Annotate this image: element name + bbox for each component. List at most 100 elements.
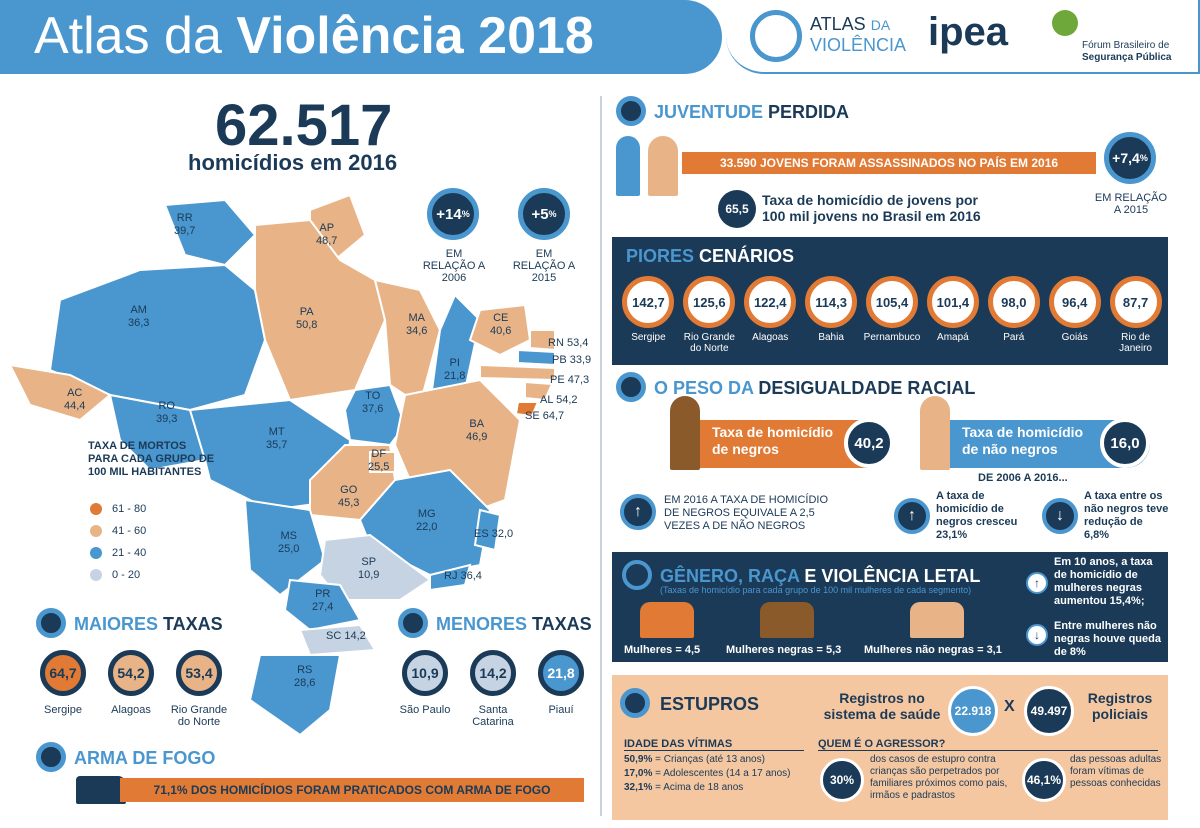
legend-item: 0 - 20 [90, 564, 146, 586]
maiores-label: Sergipe [44, 704, 82, 716]
piores-item: 96,4 Goiás [1044, 276, 1105, 354]
state-label-mt: MT 35,7 [266, 426, 288, 451]
state-label-rr: RR 39,7 [174, 212, 196, 237]
state-label-al: AL 54,2 [540, 394, 578, 406]
women-icon [640, 602, 694, 638]
menores-label: Santa Catarina [472, 704, 514, 728]
nao-negros-label: Taxa de homicídio de não negros [962, 424, 1084, 457]
region-df [369, 451, 396, 473]
maiores-label: Rio Grande do Norte [170, 704, 228, 728]
saude-label: Registros no sistema de saúde [823, 690, 941, 722]
state-label-pb: PB 33,9 [552, 354, 592, 366]
region-ro [108, 393, 207, 472]
brazil-map [10, 193, 556, 737]
juventude-growth-label: EM RELAÇÃO A 2015 [1094, 192, 1168, 216]
menores-bullet-icon [398, 608, 428, 638]
region-ce [468, 303, 532, 357]
state-label-go: GO 45,3 [338, 484, 360, 509]
maiores-bullet-icon [36, 608, 66, 638]
young-man-icon [616, 136, 640, 196]
growth-2006-badge: +14% [427, 188, 479, 240]
region-ms [243, 498, 327, 597]
region-rj [429, 563, 472, 592]
non-black-person-icon [920, 396, 950, 470]
atlas-logo: ATLAS DA VIOLÊNCIA [810, 14, 907, 55]
juventude-rate-badge: 65,5 [718, 190, 756, 228]
idade-item: 17,0% = Adolescentes (14 a 17 anos) [624, 768, 791, 779]
estupros-bullet-icon [620, 688, 650, 718]
menores-label: São Paulo [399, 704, 451, 716]
state-label-mg: MG 22,0 [416, 508, 438, 533]
region-rs [248, 654, 342, 737]
column-divider [600, 96, 602, 816]
genero-down-text: Entre mulheres não negras houve queda de… [1054, 620, 1161, 658]
saude-value: 22.918 [948, 686, 998, 736]
atlas-logo-icon [750, 10, 802, 62]
idade-item: 50,9% = Crianças (até 13 anos) [624, 754, 765, 765]
non-black-women-icon [910, 602, 964, 638]
forum-logo: Fórum Brasileiro de Segurança Pública [1082, 40, 1172, 63]
racial-title: O PESO DA DESIGUALDADE RACIAL [654, 378, 976, 398]
nao-negros-rate: 16,0 [1100, 418, 1150, 468]
region-al [524, 380, 554, 402]
piores-item: 105,4 Pernambuco [862, 276, 923, 354]
menores-value: 14,2 [470, 650, 516, 696]
down-arrow-icon: ↓ [1042, 498, 1078, 534]
state-label-rj: RJ 36,4 [444, 570, 482, 582]
estupros-title: ESTUPROS [660, 694, 760, 714]
state-label-ap: AP 48,7 [316, 222, 338, 247]
maiores-value: 53,4 [176, 650, 222, 696]
state-label-ba: BA 46,9 [466, 418, 488, 443]
piores-item: 142,7 Sergipe [618, 276, 679, 354]
region-pe [479, 363, 556, 382]
maiores-value: 54,2 [108, 650, 154, 696]
growth-2015-badge: +5% [518, 188, 570, 240]
maiores-value: 64,7 [40, 650, 86, 696]
racial-bullet-icon [616, 372, 646, 402]
negros-rate: 40,2 [844, 418, 894, 468]
state-label-df: DF 25,5 [368, 448, 390, 473]
gun-icon [76, 776, 126, 804]
state-label-pi: PI 21,8 [444, 357, 466, 382]
region-es [473, 508, 502, 552]
piores-item: 114,3 Bahia [801, 276, 862, 354]
arma-bar: 71,1% DOS HOMICÍDIOS FORAM PRATICADOS CO… [120, 778, 584, 802]
menores-label: Piauí [548, 704, 574, 716]
maiores-title: MAIORES TAXAS [74, 614, 223, 634]
state-label-ms: MS 25,0 [278, 530, 300, 555]
growth-2006-label: EM RELAÇÃO A 2006 [422, 248, 486, 284]
region-pr [283, 578, 362, 632]
agressor-2-text: das pessoas adultas foram vítimas de pes… [1070, 754, 1162, 789]
juventude-title: JUVENTUDE PERDIDA [654, 102, 850, 122]
state-label-ac: AC 44,4 [64, 387, 86, 412]
state-label-ro: RO 39,3 [156, 400, 178, 425]
state-label-pe: PE 47,3 [550, 374, 590, 386]
genero-panel [612, 552, 1168, 662]
menores-value: 21,8 [538, 650, 584, 696]
header-banner [0, 0, 722, 74]
piores-item: 87,7 Rio de Janeiro [1105, 276, 1166, 354]
arma-bullet-icon [36, 742, 66, 772]
genero-bullet-icon [622, 560, 652, 590]
ipea-logo: ipea [928, 10, 1009, 54]
region-se [514, 401, 540, 418]
estupros-panel [612, 675, 1168, 820]
juventude-bar: 33.590 JOVENS FORAM ASSASSINADOS NO PAÍS… [682, 152, 1096, 174]
agressor-1-text: dos casos de estupro contra crianças são… [870, 754, 1008, 801]
state-label-pr: PR 27,4 [312, 588, 334, 613]
region-sc [298, 623, 377, 657]
legend-item: 61 - 80 [90, 498, 146, 520]
page-title: Atlas da Violência 2018 [34, 7, 594, 65]
region-sp [318, 533, 432, 601]
state-label-to: TO 37,6 [362, 390, 384, 415]
negros-label: Taxa de homicídio de negros [712, 424, 834, 457]
genero-up-text: Em 10 anos, a taxa de homicídio de mulhe… [1054, 556, 1153, 607]
state-label-pa: PA 50,8 [296, 306, 318, 331]
idade-title: IDADE DAS VÍTIMAS [624, 738, 804, 751]
genero-title: GÊNERO, RAÇA E VIOLÊNCIA LETAL [660, 566, 981, 586]
juventude-rate-text: Taxa de homicídio de jovens por 100 mil … [762, 192, 981, 224]
menores-value: 10,9 [402, 650, 448, 696]
racial-period: DE 2006 A 2016... [978, 472, 1068, 484]
idade-list: 50,9% = Crianças (até 13 anos) 17,0% = A… [624, 753, 791, 795]
map-regions [10, 193, 556, 737]
